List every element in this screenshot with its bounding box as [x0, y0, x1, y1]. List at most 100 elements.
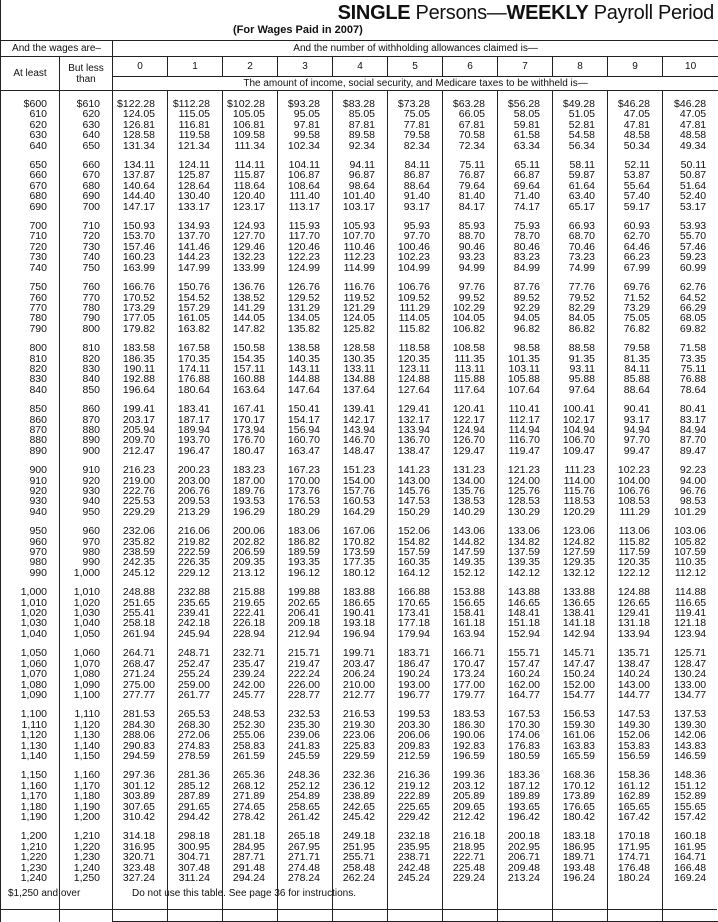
withholding-amount: 138.58 [278, 334, 333, 353]
withholding-amount: 99.47 [608, 446, 663, 456]
withholding-amount: 133.99 [223, 263, 278, 273]
withholding-amount: 168.36 [553, 761, 608, 780]
withholding-amount: 131.23 [443, 456, 498, 475]
withholding-amount: 115.93 [278, 212, 333, 231]
withholding-amount: 179.94 [388, 629, 443, 639]
withholding-amount: 146.59 [663, 751, 718, 761]
wage-less-than: 1,060 [60, 639, 113, 658]
withholding-amount: 261.77 [168, 690, 223, 700]
withholding-amount: 173.89 [553, 791, 608, 801]
withholding-amount: 116.76 [333, 273, 388, 292]
wage-at-least: 1,040 [1, 629, 60, 639]
withholding-amount: 162.89 [608, 791, 663, 801]
withholding-amount: 148.47 [333, 446, 388, 456]
withholding-amount: 160.18 [663, 822, 718, 841]
withholding-amount: 150.76 [168, 273, 223, 292]
wage-less-than: 800 [60, 324, 113, 334]
title-persons: Persons— [410, 2, 506, 24]
withholding-amount: 212.77 [333, 690, 388, 700]
withholding-amount: 114.11 [223, 151, 278, 170]
withholding-amount: 135.82 [278, 324, 333, 334]
withholding-amount: 126.76 [278, 273, 333, 292]
withholding-amount: 114.99 [333, 263, 388, 273]
withholding-amount: 277.77 [113, 690, 168, 700]
wage-less-than: 850 [60, 385, 113, 395]
withholding-amount: 62.76 [663, 273, 718, 292]
withholding-amount: 127.64 [388, 385, 443, 395]
withholding-amount: 147.99 [168, 263, 223, 273]
withholding-amount: 248.71 [168, 639, 223, 658]
withholding-amount: 142.94 [553, 629, 608, 639]
wage-less-than: 760 [60, 273, 113, 292]
withholding-amount: $56.28 [498, 91, 553, 110]
withholding-amount: 265.36 [223, 761, 278, 780]
withholding-amount: 97.76 [443, 273, 498, 292]
withholding-amount: 196.12 [278, 568, 333, 578]
withholding-amount: $93.28 [278, 91, 333, 110]
withholding-amount: 248.36 [278, 761, 333, 780]
withholding-amount: 245.59 [278, 751, 333, 761]
withholding-amount: 137.53 [663, 700, 718, 719]
allowances-group-header: And the number of withholding allowances… [113, 41, 718, 57]
withholding-amount: 133.88 [553, 578, 608, 597]
wage-at-least: 740 [1, 263, 60, 273]
wage-less-than: 1,180 [60, 791, 113, 801]
withholding-amount: 245.77 [223, 690, 278, 700]
withholding-amount: 131.34 [113, 141, 168, 151]
withholding-amount: 189.89 [498, 791, 553, 801]
withholding-amount: 124.99 [278, 263, 333, 273]
wage-at-least: 790 [1, 324, 60, 334]
withholding-amount: 196.29 [223, 507, 278, 517]
withholding-amount: 228.94 [223, 629, 278, 639]
withholding-amount: 114.88 [663, 578, 718, 597]
wage-at-least: 1,120 [1, 730, 60, 740]
withholding-amount: 174.06 [498, 730, 553, 740]
withholding-amount: 74.17 [498, 202, 553, 212]
withholding-amount: 135.71 [608, 639, 663, 658]
withholding-amount: 327.24 [113, 873, 168, 883]
withholding-amount: 128.58 [333, 334, 388, 353]
wage-at-least: 890 [1, 446, 60, 456]
withholding-amount: 92.23 [663, 456, 718, 475]
withholding-amount: 196.59 [443, 751, 498, 761]
withholding-amount: 134.77 [663, 690, 718, 700]
wage-at-least: 900 [1, 456, 60, 475]
withholding-amount: 75.93 [498, 212, 553, 231]
allowance-header-5: 5 [388, 57, 443, 77]
withholding-amount: 158.36 [608, 761, 663, 780]
withholding-amount: 180.12 [333, 568, 388, 578]
withholding-amount: 183.23 [223, 456, 278, 475]
wage-at-least: 1,240 [1, 873, 60, 883]
page-subtitle: (For Wages Paid in 2007) [233, 24, 363, 36]
allowance-header-10: 10 [663, 57, 718, 77]
wage-at-least: 750 [1, 273, 60, 292]
withholding-amount: $49.28 [553, 91, 608, 110]
withholding-amount: 199.88 [278, 578, 333, 597]
wage-less-than: 1,210 [60, 822, 113, 841]
withholding-amount: 125.71 [663, 639, 718, 658]
withholding-amount: 90.41 [608, 395, 663, 414]
wage-less-than: 750 [60, 263, 113, 273]
withholding-amount: 77.76 [553, 273, 608, 292]
withholding-amount: 150.58 [223, 334, 278, 353]
withholding-amount: 261.59 [223, 751, 278, 761]
withholding-amount: 85.93 [443, 212, 498, 231]
withholding-amount: 199.71 [333, 639, 388, 658]
wage-at-least: 850 [1, 395, 60, 414]
withholding-amount: 278.24 [278, 873, 333, 883]
withholding-amount: $122.28 [113, 91, 168, 110]
withholding-amount: 166.76 [113, 273, 168, 292]
withholding-amount: 121.34 [168, 141, 223, 151]
withholding-amount: 96.82 [498, 324, 553, 334]
withholding-amount: 147.53 [608, 700, 663, 719]
withholding-amount: 212.94 [278, 629, 333, 639]
wage-less-than: 1,150 [60, 751, 113, 761]
wage-at-least: 1,000 [1, 578, 60, 597]
withholding-amount: 179.77 [443, 690, 498, 700]
